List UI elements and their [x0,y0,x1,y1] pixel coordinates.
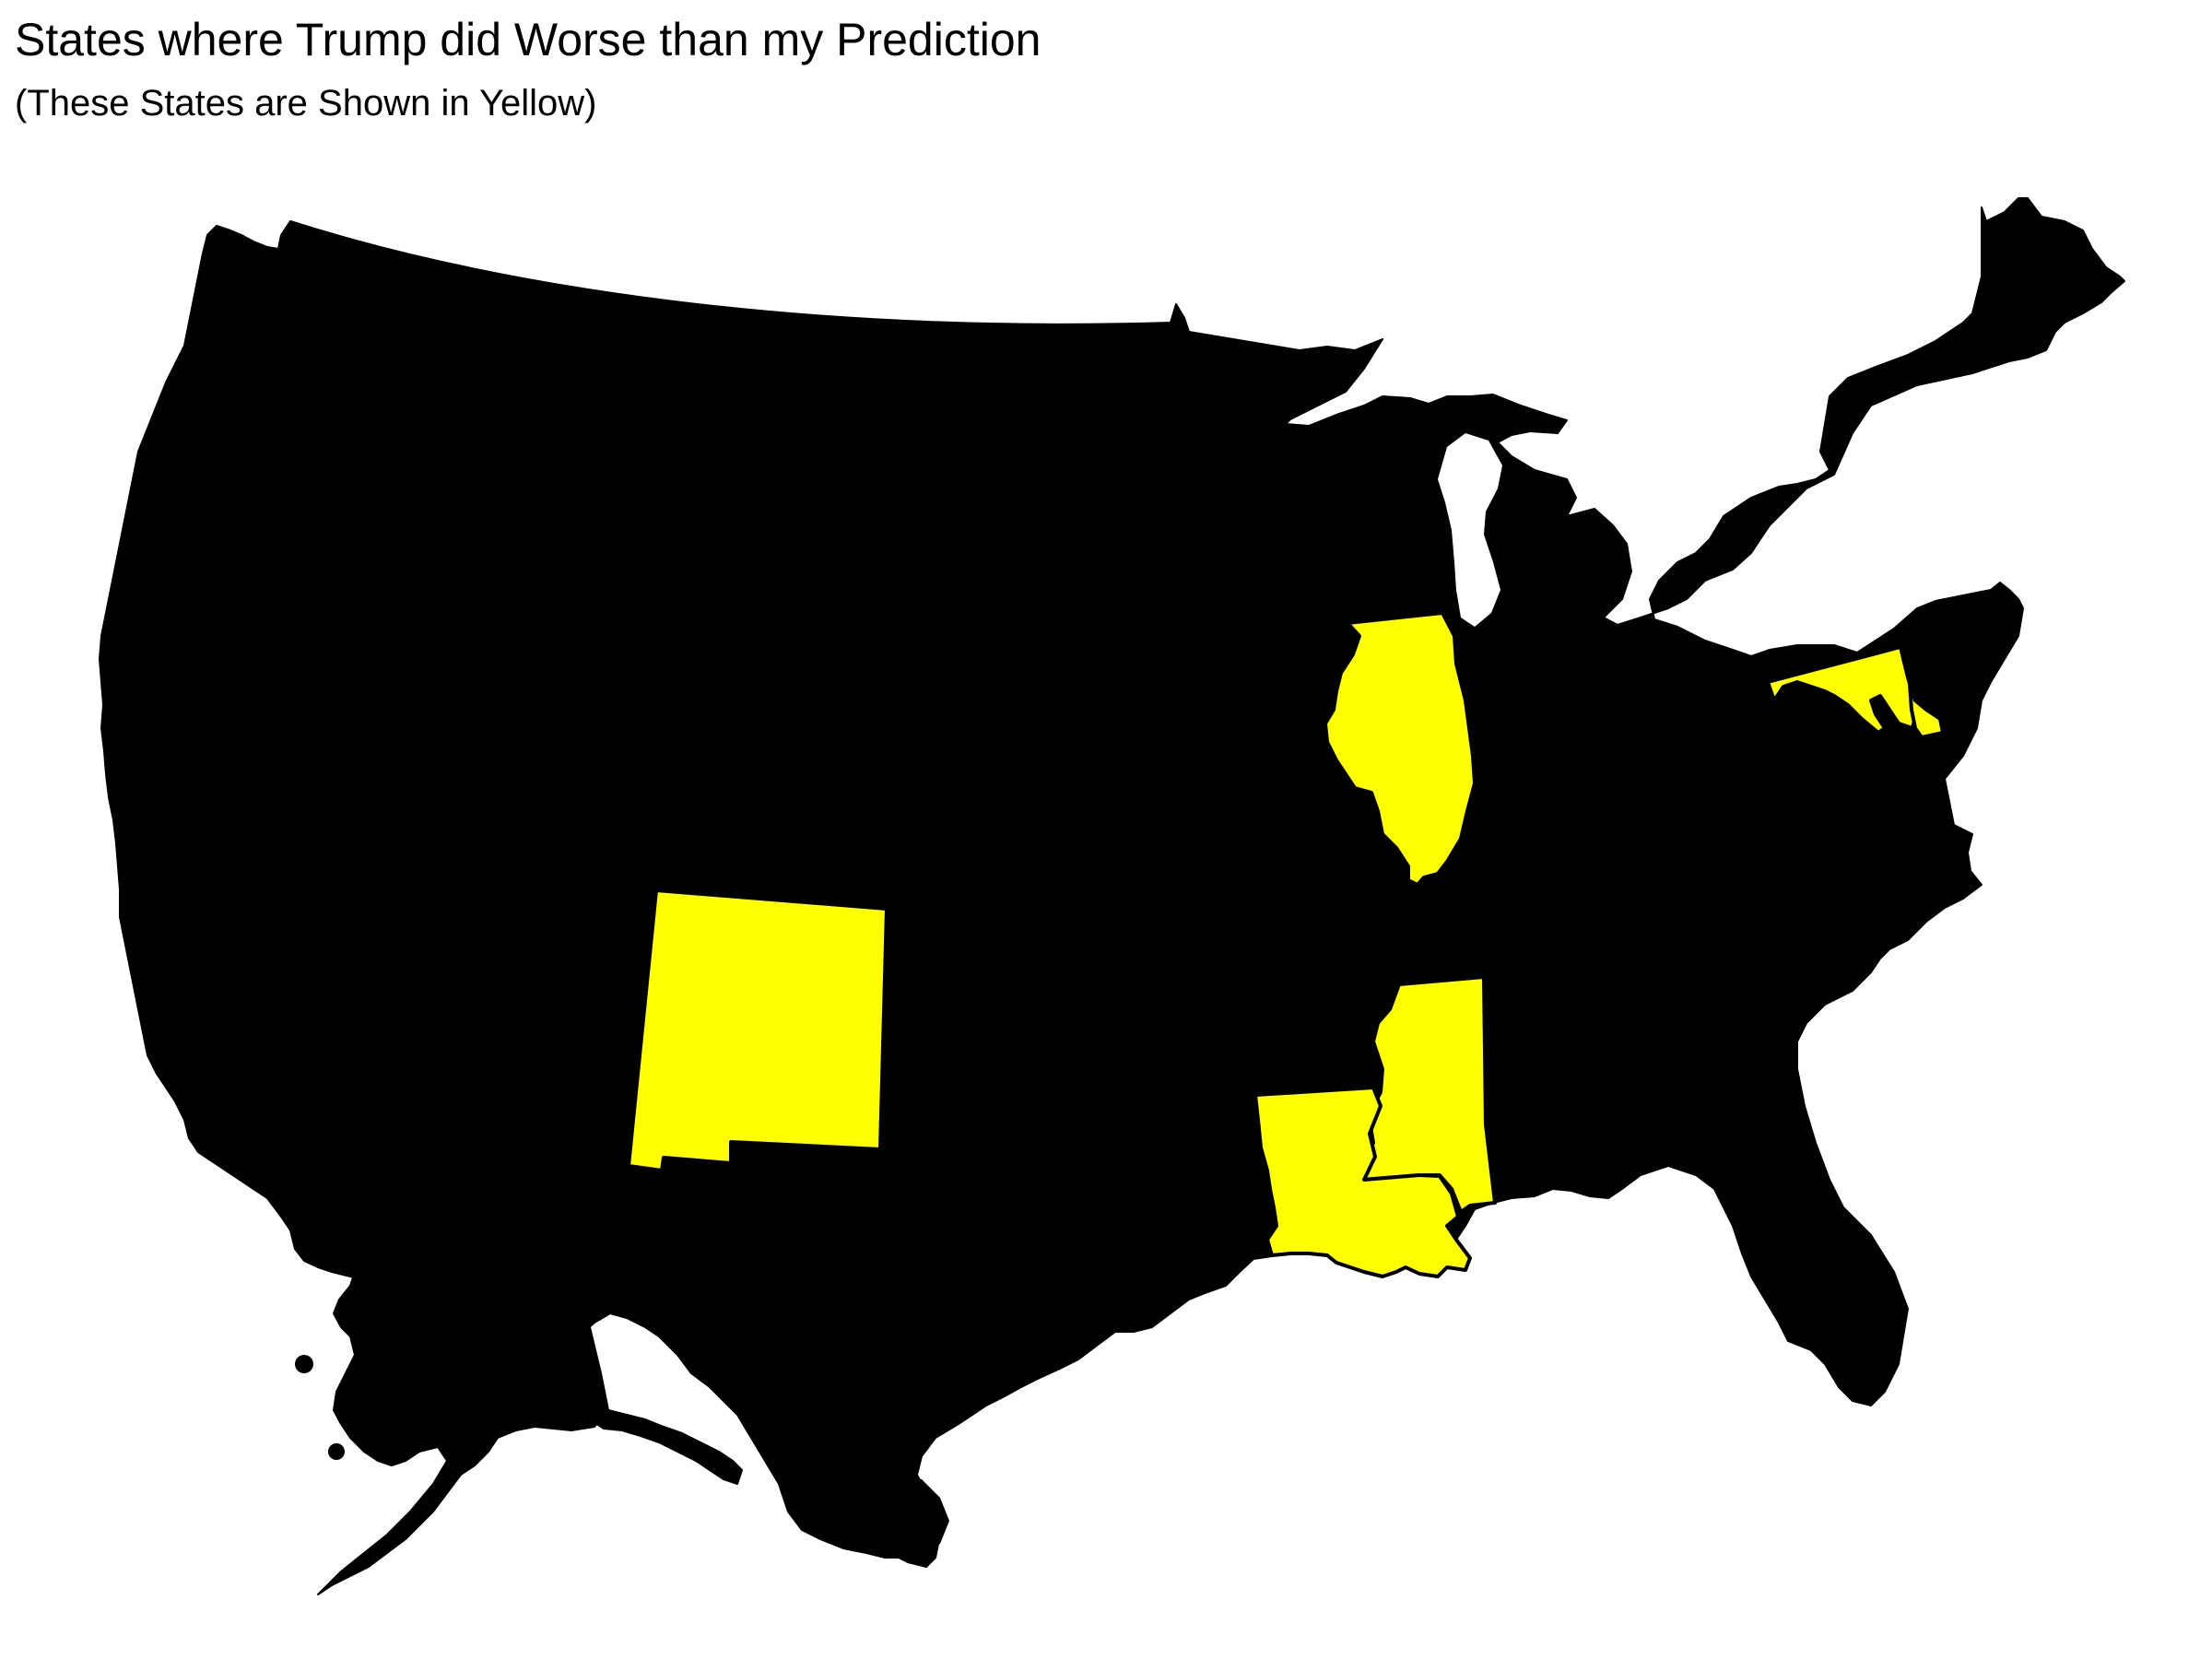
state-delaware [1908,682,1945,739]
state-new-mexico [627,888,888,1172]
alaska-panhandle [589,1409,743,1485]
hawaii [715,1360,949,1548]
contiguous-us [99,197,2125,1568]
state-louisiana [1253,1086,1472,1278]
map-title: States where Trump did Worse than my Pre… [15,14,1041,65]
alaska-island [328,1443,345,1460]
state-illinois [1324,611,1477,887]
map-subtitle: (These States are Shown in Yellow) [15,83,597,124]
lake-michigan [1438,433,1502,627]
alaska-island [295,1355,313,1373]
alaska [317,1206,609,1595]
